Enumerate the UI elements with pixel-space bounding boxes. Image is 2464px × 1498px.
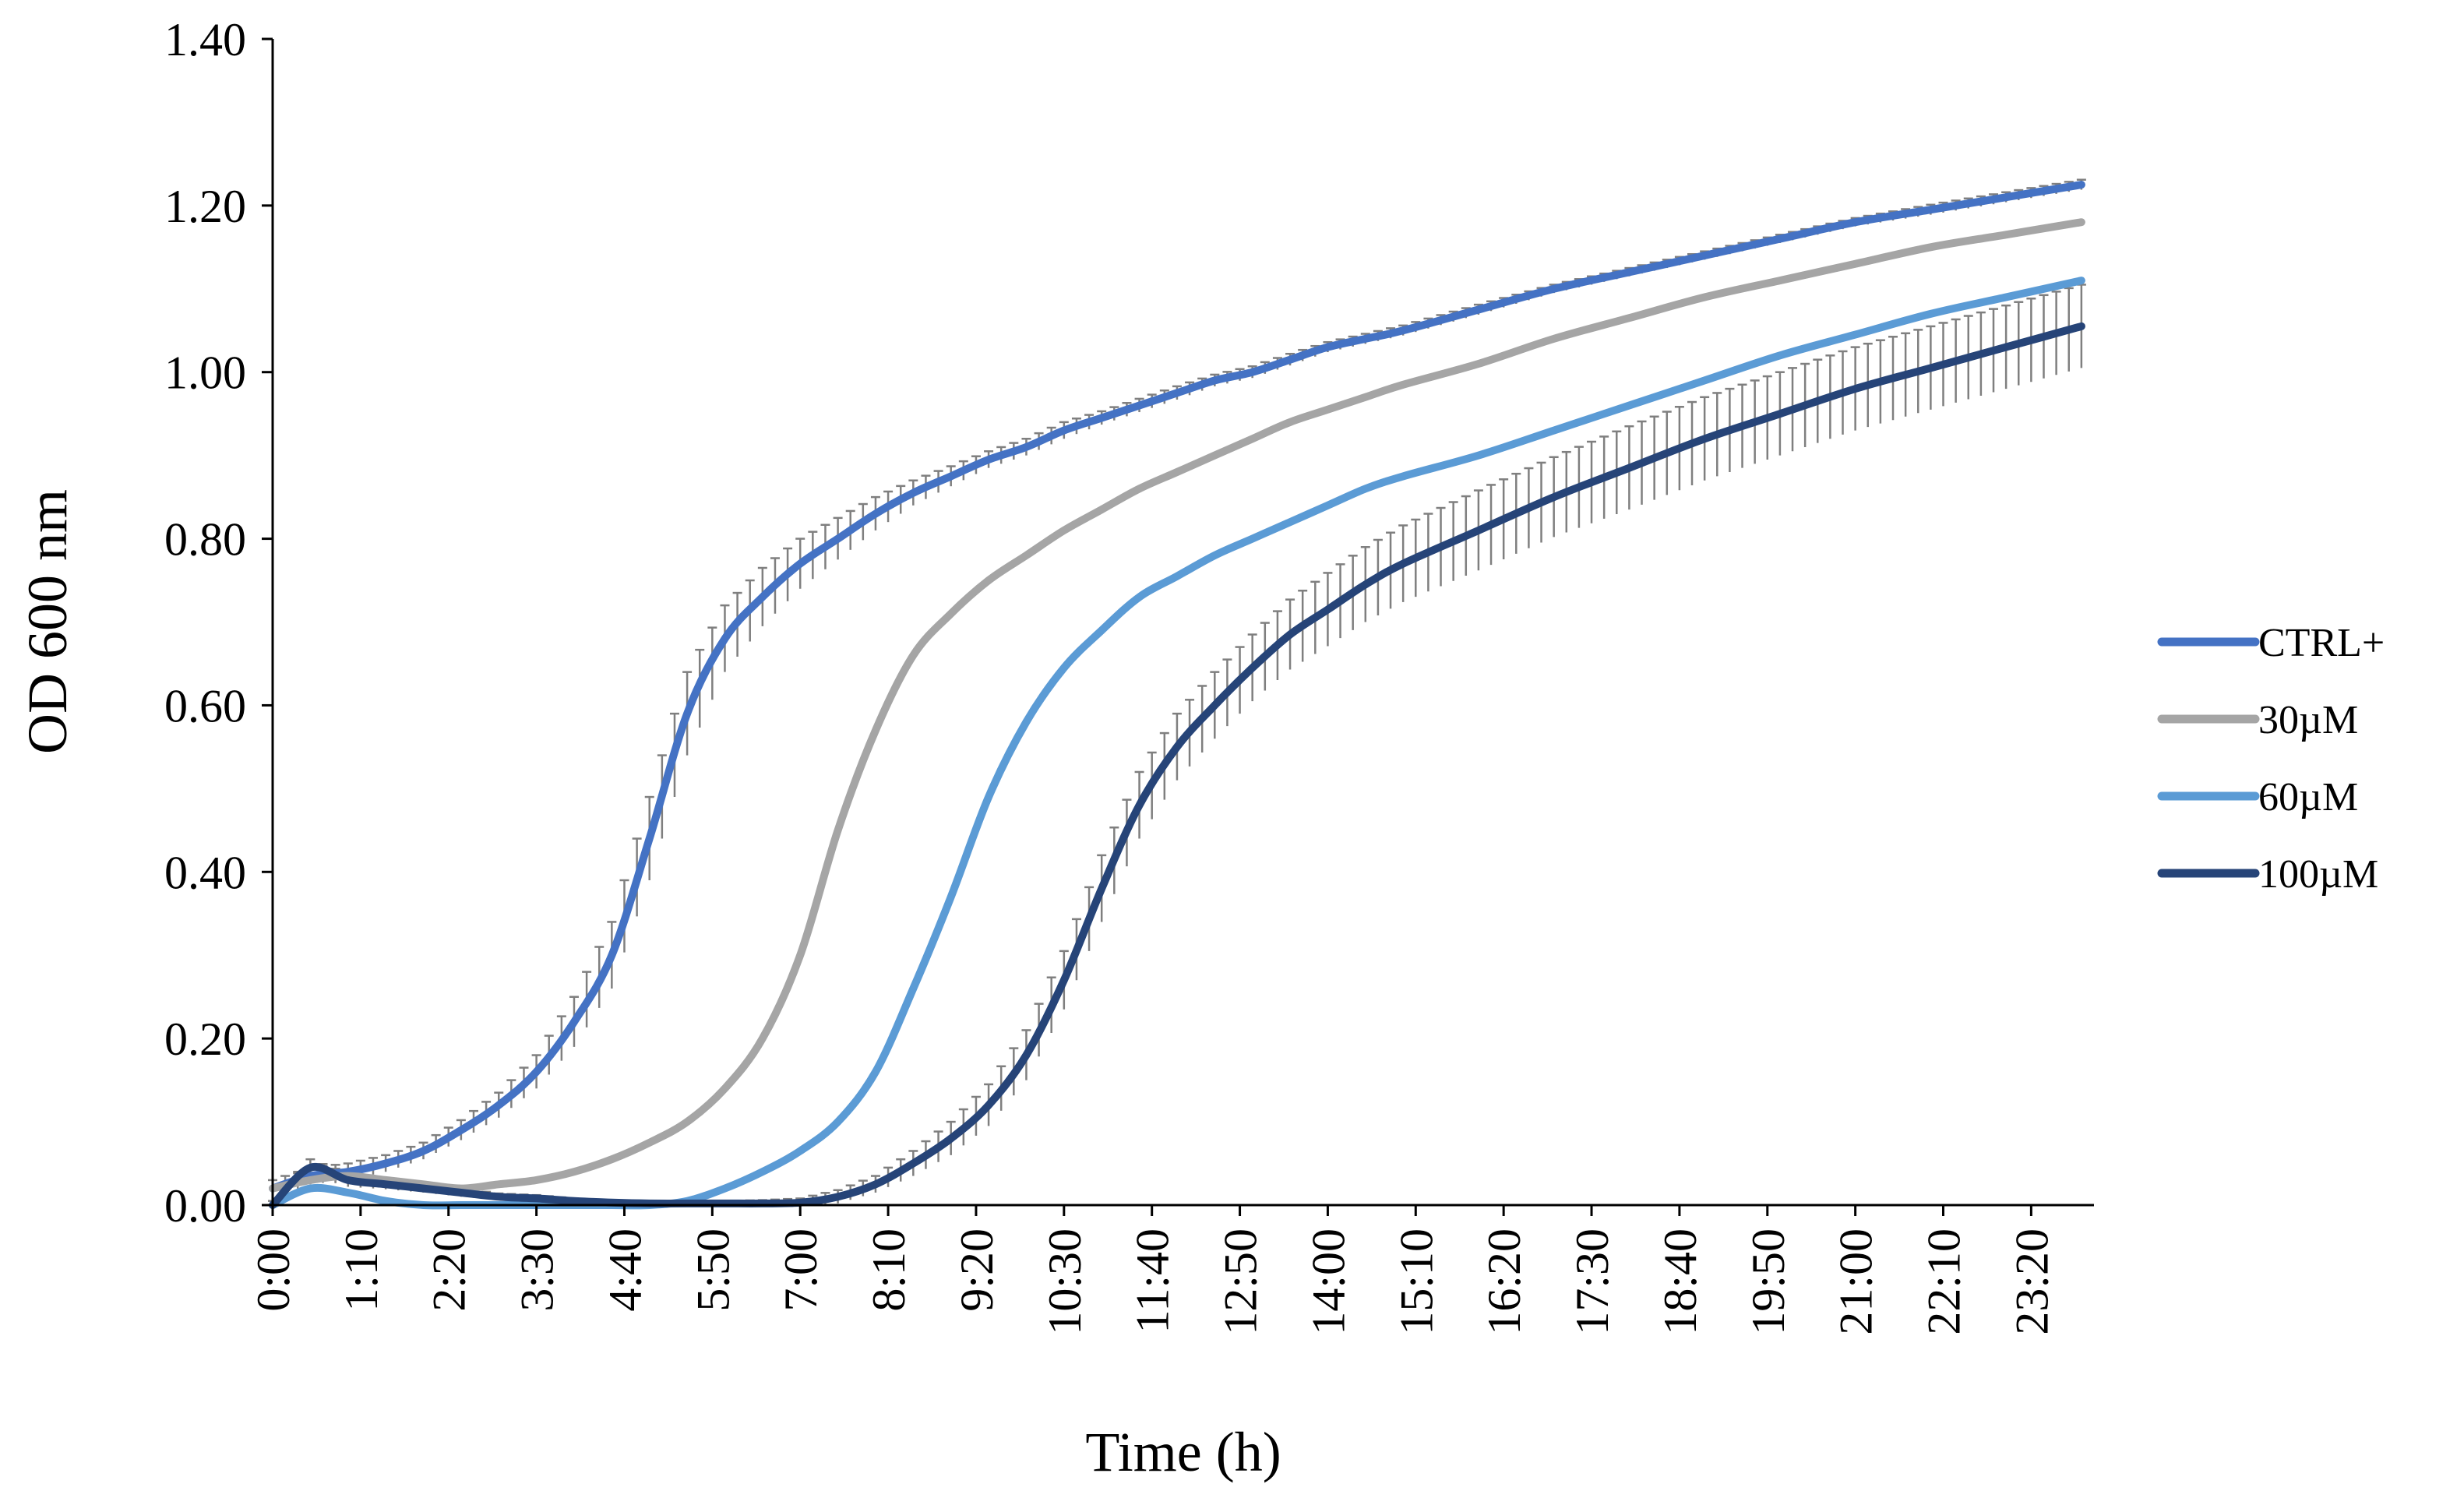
y-axis-title: OD 600 nm bbox=[16, 489, 79, 754]
series-line-3 bbox=[269, 322, 2085, 1209]
x-tick-label: 0:00 bbox=[248, 1228, 299, 1312]
x-tick-label: 11:40 bbox=[1127, 1228, 1179, 1333]
x-tick-label: 5:50 bbox=[687, 1228, 738, 1312]
x-tick-label: 19:50 bbox=[1743, 1228, 1794, 1335]
x-tick-label: 10:30 bbox=[1039, 1228, 1091, 1335]
x-tick-label: 12:50 bbox=[1215, 1228, 1267, 1335]
y-tick-label: 0.60 bbox=[164, 680, 246, 731]
x-tick-label: 1:10 bbox=[336, 1228, 387, 1312]
y-tick-label: 1.00 bbox=[164, 347, 246, 399]
x-axis-ticks: 0:00 1:10 2:20 3:30 4:40 5:50 7:00 8:10 9:20 10:3… bbox=[248, 1205, 2057, 1335]
series-line-0 bbox=[269, 181, 2085, 1193]
y-tick-label: 1.20 bbox=[164, 181, 246, 232]
y-tick-label: 0.00 bbox=[164, 1180, 246, 1232]
x-tick-label: 2:20 bbox=[424, 1228, 475, 1312]
legend-label: 30µM bbox=[2258, 698, 2358, 742]
x-tick-label: 9:20 bbox=[951, 1228, 1003, 1312]
x-tick-label: 22:10 bbox=[1919, 1228, 1970, 1335]
x-tick-label: 14:00 bbox=[1303, 1228, 1354, 1335]
y-tick-label: 0.20 bbox=[164, 1013, 246, 1065]
y-tick-label: 1.40 bbox=[164, 14, 246, 65]
y-axis-ticks: 0.00 0.20 0.40 0.60 0.80 1.00 1.20 1.40 bbox=[164, 14, 273, 1232]
x-tick-label: 18:40 bbox=[1655, 1228, 1706, 1335]
x-tick-label: 23:20 bbox=[2006, 1228, 2057, 1335]
legend-label: CTRL+ bbox=[2258, 621, 2385, 665]
legend-label: 60µM bbox=[2258, 775, 2358, 819]
legend: CTRL+ 30µM 60µM 100µM bbox=[2157, 621, 2385, 897]
x-tick-label: 15:10 bbox=[1391, 1228, 1442, 1335]
series-line-1 bbox=[269, 218, 2085, 1193]
x-tick-label: 7:00 bbox=[775, 1228, 827, 1312]
x-tick-label: 4:40 bbox=[600, 1228, 651, 1312]
x-tick-label: 21:00 bbox=[1831, 1228, 1882, 1335]
x-tick-label: 16:20 bbox=[1479, 1228, 1530, 1335]
x-axis-title: Time (h) bbox=[1085, 1421, 1281, 1483]
x-tick-label: 17:30 bbox=[1567, 1228, 1618, 1335]
y-tick-label: 0.40 bbox=[164, 847, 246, 898]
error-bars bbox=[268, 178, 2086, 1205]
x-tick-label: 8:10 bbox=[863, 1228, 915, 1312]
series-lines bbox=[269, 181, 2085, 1210]
legend-label: 100µM bbox=[2258, 852, 2378, 897]
y-tick-label: 0.80 bbox=[164, 514, 246, 566]
x-tick-label: 3:30 bbox=[512, 1228, 563, 1312]
